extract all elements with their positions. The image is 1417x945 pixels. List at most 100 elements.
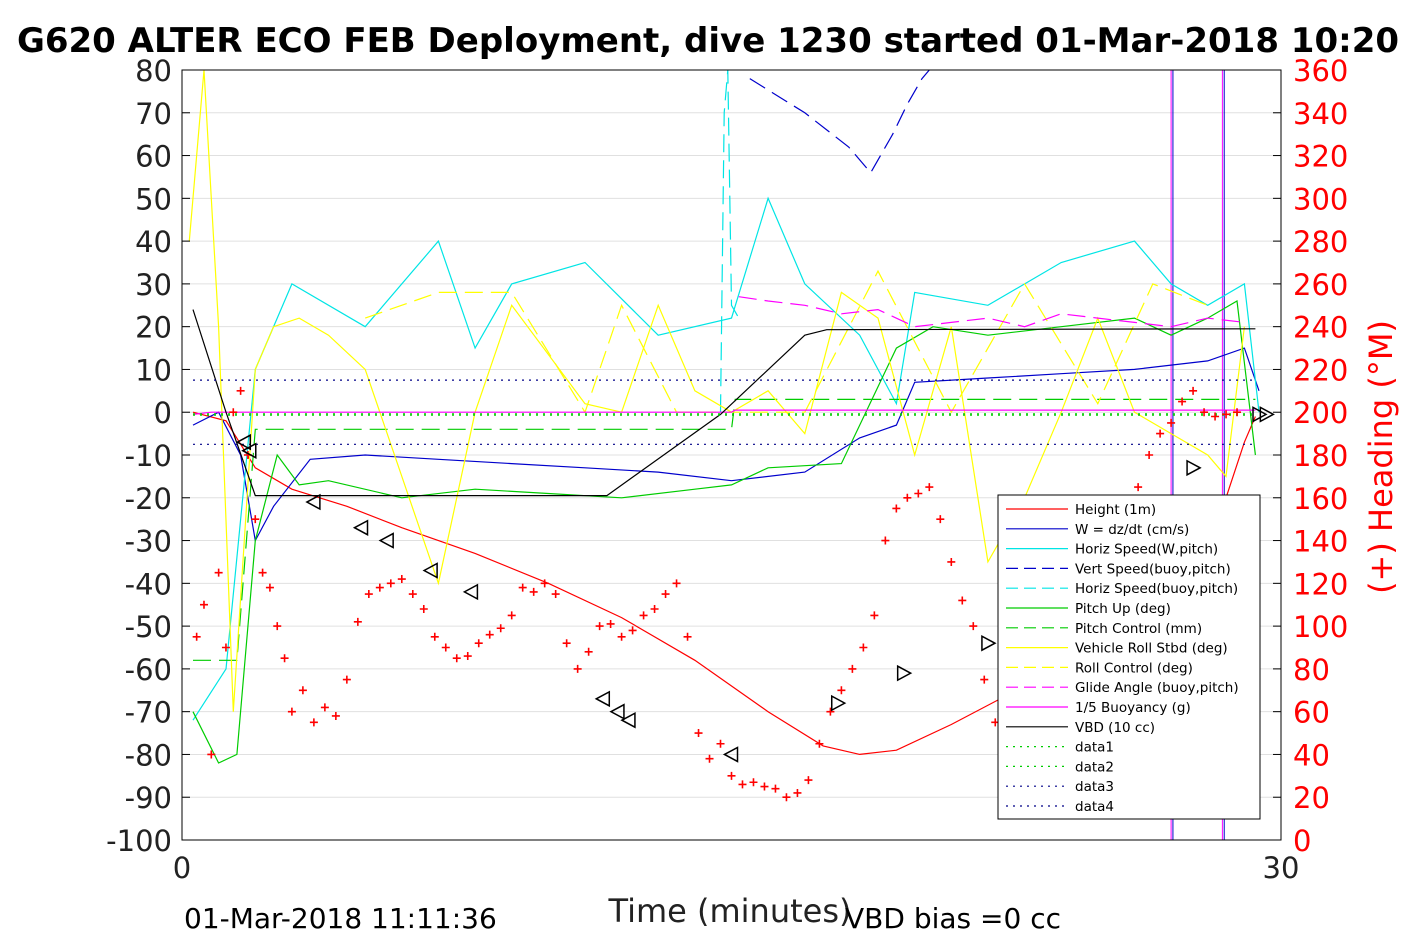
legend-entry: W = dz/dt (cm/s) [1075,522,1189,538]
heading-point [236,386,245,395]
y-tick-label: -70 [125,696,172,730]
heading-point [639,611,648,620]
y-right-tick-label: 360 [1293,54,1348,88]
y-tick-label: 70 [135,97,172,131]
triangle-marker-left [241,442,257,459]
y-tick-label: 10 [135,353,172,387]
heading-point [848,664,857,673]
heading-point [716,739,725,748]
heading-point [265,583,274,592]
series-line-pitch-control-mm [193,398,1256,661]
heading-point [419,605,428,613]
heading-point [485,630,494,639]
heading-point [540,579,549,588]
heading-point [1189,386,1198,395]
y-right-tick-label: 320 [1293,140,1348,174]
triangle-marker-left [462,583,479,601]
y-tick-label: -40 [125,567,172,601]
heading-point [661,590,670,599]
heading-point [397,575,406,584]
y-right-tick-label: 0 [1293,824,1311,858]
y-tick-label: -10 [125,439,172,473]
heading-point [947,557,956,566]
triangle-marker-left [352,519,369,536]
triangle-marker-left [620,711,636,729]
heading-point [342,675,351,684]
heading-point [207,750,216,759]
x-axis: 0 30 [173,851,1300,885]
y-tick-label: -50 [125,610,172,644]
heading-point [760,782,769,791]
heading-point [1178,397,1187,406]
y-axis-right: 3603403203002802602402202001801601401201… [1273,54,1348,858]
heading-point [595,622,604,631]
heading-point [408,590,417,599]
heading-point [771,784,780,793]
y-tick-label: -30 [125,525,172,559]
triangle-marker-right [1186,459,1202,477]
y-right-tick-label: 200 [1293,396,1348,430]
y-right-tick-label: 220 [1293,353,1348,387]
heading-point [584,647,593,656]
heading-point [980,675,989,684]
heading-point [727,771,736,780]
y-tick-label: 40 [135,225,172,259]
y-right-tick-label: 80 [1293,653,1330,687]
heading-point [749,778,758,787]
y-right-tick-label: 280 [1293,225,1348,259]
heading-point [320,703,329,712]
heading-point [881,536,890,545]
y-tick-label: 0 [154,396,172,430]
heading-point [617,632,626,641]
heading-point [214,568,223,577]
heading-point [562,639,571,648]
legend-entry: data1 [1075,740,1114,756]
y-tick-label: -60 [125,653,172,687]
series-line-horiz-speed-w-pitch [192,196,1260,721]
heading-point [826,707,835,716]
x-axis-label: Time (minutes) [608,892,852,930]
legend-entry: VBD (10 cc) [1075,720,1155,736]
triangle-marker-left [722,746,739,763]
heading-point [672,579,681,588]
y-right-tick-label: 160 [1293,482,1348,516]
triangle-marker-left [422,562,438,579]
y-right-tick-label: 20 [1293,781,1330,815]
triangle-marker-right [830,694,847,712]
heading-point [793,788,802,797]
y-tick-label: -100 [106,824,172,858]
x-tick-label: 30 [1263,851,1300,885]
triangle-marker-left [305,493,321,511]
heading-point [892,504,901,513]
y-right-tick-label: 180 [1293,439,1348,473]
y-tick-label: 20 [135,311,172,345]
series-line-w-dz-dt-cm-s [192,347,1260,543]
legend-entry: Pitch Up (deg) [1075,601,1171,617]
heading-point [273,622,282,631]
heading-point [364,590,373,599]
heading-point [694,729,703,738]
heading-point [870,611,879,620]
heading-point [1145,451,1154,459]
right-axis-label: (+) Heading (°M) [1362,320,1400,594]
legend: Height (1m) W = dz/dt (cm/s) Horiz Speed(W… [997,494,1261,820]
triangle-marker-left [235,433,252,451]
legend-entry: Roll Control (deg) [1075,660,1193,676]
y-tick-label: 60 [135,140,172,174]
x-tick-label: 0 [173,851,191,885]
heading-point [606,619,615,628]
triangle-marker-right [981,634,997,652]
heading-point [738,780,747,789]
heading-point [837,686,846,695]
heading-point [650,605,659,613]
legend-entry: data3 [1075,779,1114,795]
heading-point [452,654,461,663]
heading-point [192,632,201,641]
triangle-marker-right [1259,406,1275,423]
triangle-marker-right [896,664,913,682]
heading-point [936,515,945,524]
series-line-roll-control-deg [365,269,1208,414]
triangle-marker-left [609,703,625,720]
heading-point [199,600,208,609]
legend-entry: Vert Speed(buoy,pitch) [1075,561,1231,577]
